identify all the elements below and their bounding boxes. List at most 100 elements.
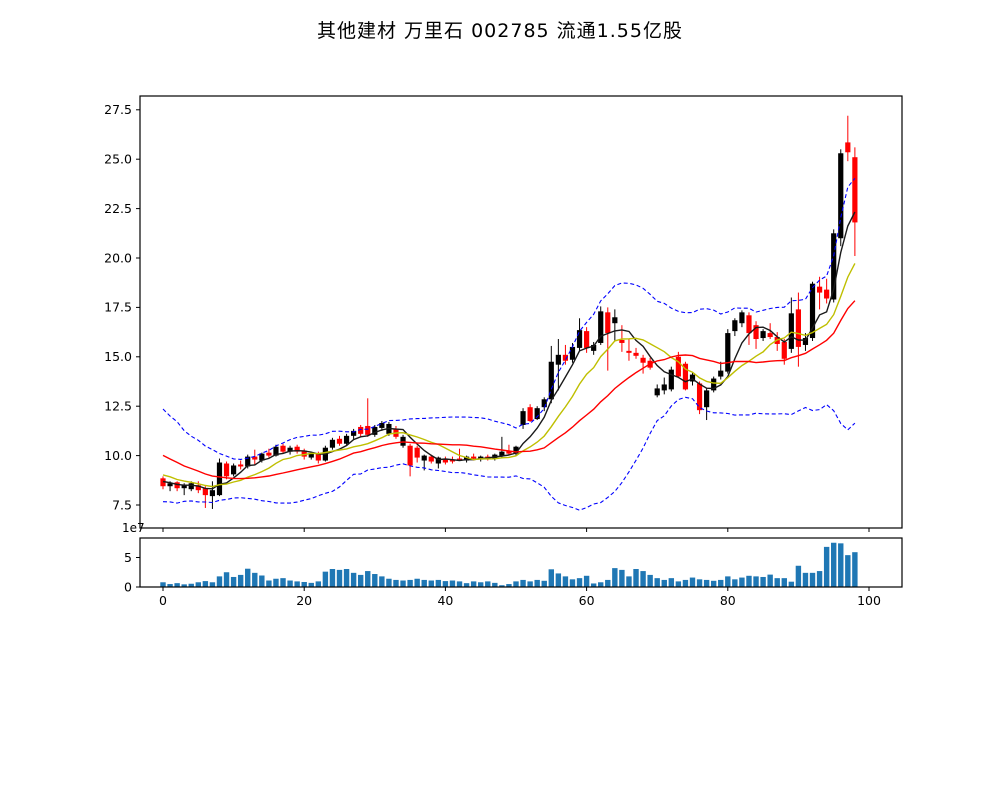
volume-bar — [181, 584, 187, 587]
candle-body — [562, 354, 569, 361]
volume-bar — [237, 574, 244, 587]
candle-body — [584, 331, 590, 348]
candle-body — [520, 411, 526, 425]
candle-body — [668, 369, 674, 390]
volume-bar — [852, 552, 858, 587]
volume-bar — [809, 572, 816, 587]
volume-bar — [718, 579, 724, 587]
volume-bar — [753, 576, 759, 587]
volume-bar — [400, 580, 406, 587]
candle-body — [816, 286, 823, 293]
candle-body — [379, 423, 385, 428]
candle-body — [223, 463, 230, 477]
candle-body — [336, 438, 343, 444]
price-axis-labels: 7.5 10.0 12.5 15.0 17.5 20.0 22.5 25.0 27.5 — [104, 102, 140, 512]
volume-bar — [492, 582, 498, 587]
volume-bar — [393, 579, 399, 587]
volume-bar — [746, 575, 752, 587]
candle-body — [372, 426, 378, 435]
volume-bar — [590, 583, 597, 587]
candle-body — [273, 446, 279, 456]
volume-bar — [478, 582, 484, 587]
volume-bar — [767, 574, 773, 587]
candle-body — [795, 309, 801, 347]
tick-label: 7.5 — [112, 497, 132, 512]
volume-bar — [188, 583, 194, 587]
candle-body — [626, 350, 632, 353]
volume-bar — [350, 572, 357, 587]
candle-body — [329, 439, 336, 448]
volume-bar — [259, 575, 265, 587]
volume-bar — [442, 581, 449, 587]
candle-body — [315, 453, 321, 461]
volume-bar — [654, 578, 660, 587]
volume-bar — [266, 580, 272, 587]
volume-bar — [760, 576, 766, 587]
volume-offset-label: 1e7 — [122, 521, 145, 535]
volume-bar — [626, 576, 632, 587]
volume-bar — [739, 577, 745, 587]
candle-body — [852, 157, 858, 223]
candle-body — [308, 453, 314, 458]
volume-bar — [661, 579, 667, 587]
tick-label: 20 — [296, 593, 312, 608]
volume-bar — [230, 576, 237, 587]
volume-bar — [703, 579, 710, 587]
candle-body — [202, 488, 208, 496]
volume-bar — [414, 578, 420, 587]
tick-label: 12.5 — [104, 399, 132, 414]
volume-bar — [470, 581, 477, 587]
volume-bar — [520, 579, 526, 587]
volume-bar — [562, 576, 569, 587]
candle-body — [576, 330, 583, 348]
candles-layer — [160, 115, 858, 509]
volume-bar — [725, 576, 731, 587]
tick-label: 5 — [124, 550, 132, 565]
candle-body — [598, 311, 604, 343]
volume-bar — [569, 579, 576, 587]
candle-body — [499, 451, 505, 456]
candle-body — [294, 446, 300, 452]
volume-bar — [252, 572, 258, 587]
volume-bar — [245, 568, 251, 587]
volume-bar — [823, 546, 830, 587]
volume-bar — [831, 542, 837, 587]
volume-bar — [386, 578, 392, 587]
candle-body — [619, 340, 625, 343]
candle-body — [718, 370, 724, 377]
candle-body — [287, 447, 293, 452]
volume-bar — [555, 573, 562, 587]
candle-body — [167, 483, 173, 487]
volume-bar — [781, 578, 787, 587]
volume-bar — [209, 582, 216, 587]
tick-label: 100 — [857, 593, 881, 608]
candle-body — [696, 383, 703, 411]
volume-bar — [774, 578, 780, 587]
candle-body — [838, 153, 844, 239]
candle-body — [414, 447, 420, 458]
candle-body — [640, 357, 646, 363]
volume-bar — [223, 572, 230, 587]
volume-bar — [315, 581, 322, 587]
candle-body — [555, 354, 561, 365]
volume-bar — [788, 581, 795, 587]
volume-bar — [845, 555, 851, 587]
candle-body — [725, 333, 731, 372]
candle-body — [732, 320, 738, 332]
candle-body — [160, 478, 166, 487]
tick-label: 80 — [720, 593, 736, 608]
candle-body — [259, 453, 265, 461]
candle-body — [442, 458, 448, 463]
volume-bar — [548, 569, 554, 587]
volume-bar — [195, 582, 201, 587]
volume-bar — [499, 585, 505, 587]
candle-body — [802, 338, 809, 345]
volume-bar — [372, 574, 378, 587]
volume-bar — [485, 581, 491, 587]
volume-bar — [301, 581, 307, 587]
candle-body — [548, 361, 554, 400]
volume-bar — [640, 571, 646, 587]
volume-bar — [428, 580, 434, 587]
candle-body — [174, 482, 180, 489]
candle-body — [661, 384, 667, 391]
